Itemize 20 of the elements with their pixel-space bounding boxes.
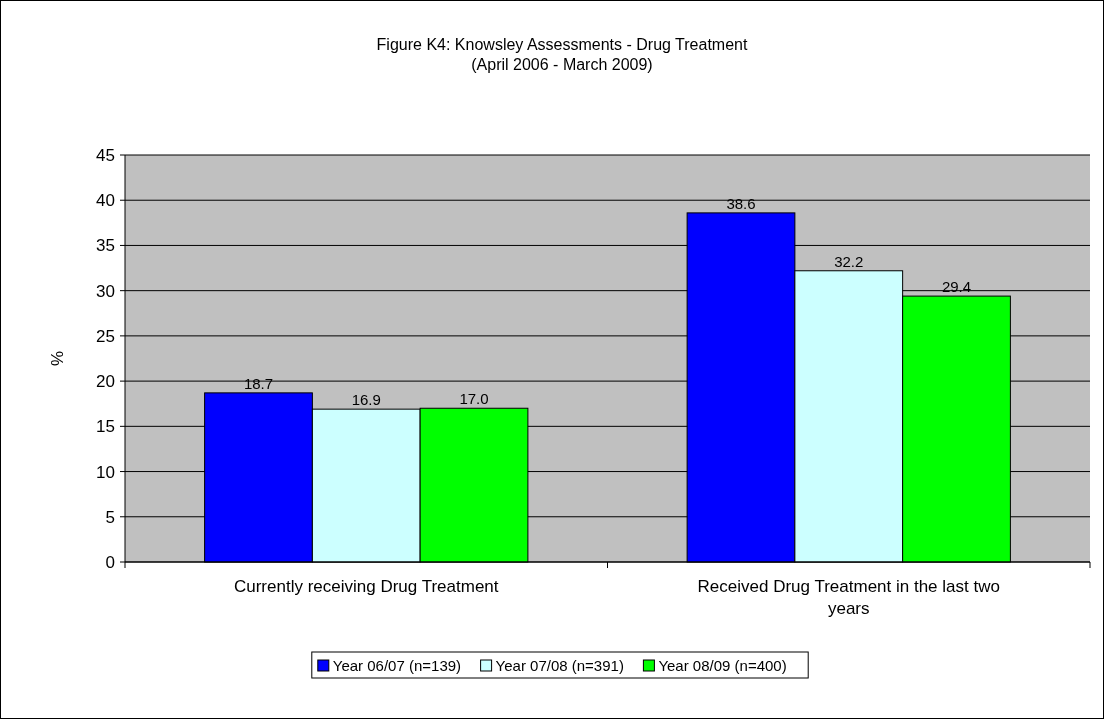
y-tick-label: 20: [96, 372, 115, 392]
y-tick-label: 45: [96, 146, 115, 165]
y-tick-label: 35: [96, 236, 115, 256]
y-tick-label: 5: [105, 507, 115, 527]
y-tick-label: 0: [105, 553, 115, 572]
x-tick-label: Received Drug Treatment in the last two years: [697, 577, 1000, 618]
y-tick-label: 30: [96, 281, 115, 301]
y-tick-label: 25: [96, 326, 115, 346]
chart-title: Figure K4: Knowsley Assessments - Drug Treatment (April 2006 - March 2009): [376, 36, 748, 73]
y-tick-label: 40: [96, 191, 115, 211]
legend-label: Year 08/09 (n=400): [658, 657, 787, 674]
legend-label: Year 07/08 (n=391): [495, 657, 624, 674]
data-label: 16.9: [351, 391, 381, 409]
legend-label: Year 06/07 (n=139): [332, 657, 462, 674]
y-tick-label: 10: [96, 462, 115, 482]
data-label: 17.0: [459, 390, 489, 408]
x-tick-label: Currently receiving Drug Treatment: [233, 577, 499, 596]
data-label: 32.2: [834, 252, 864, 270]
y-axis-title: %: [48, 350, 67, 367]
y-tick-label: 15: [96, 417, 115, 437]
